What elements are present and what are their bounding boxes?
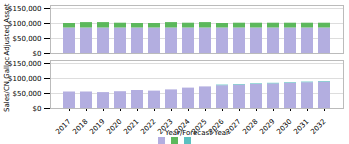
svg-text:2024: 2024 <box>173 117 192 136</box>
svg-text:2018: 2018 <box>71 118 89 136</box>
svg-text:Adjusted Asset: Adjusted Asset <box>3 3 11 55</box>
svg-text:2030: 2030 <box>275 118 293 136</box>
svg-text:2021: 2021 <box>122 118 140 136</box>
svg-text:2031: 2031 <box>292 118 310 136</box>
svg-text:$100,000: $100,000 <box>8 75 41 83</box>
svg-text:2032: 2032 <box>309 118 327 136</box>
svg-text:2029: 2029 <box>258 118 276 136</box>
svg-text:2026: 2026 <box>207 117 226 136</box>
svg-text:2027: 2027 <box>224 117 243 136</box>
svg-text:2020: 2020 <box>105 118 123 136</box>
svg-text:2019: 2019 <box>88 118 106 136</box>
svg-text:2017: 2017 <box>54 118 72 136</box>
svg-text:Year/Forecast Year: Year/Forecast Year <box>164 129 229 137</box>
svg-text:2025: 2025 <box>190 117 209 136</box>
svg-text:$0: $0 <box>33 50 42 56</box>
svg-text:Sales/CN Galloc: Sales/CN Galloc <box>3 57 11 112</box>
svg-text:2022: 2022 <box>139 118 157 136</box>
svg-text:$150,000: $150,000 <box>8 60 41 68</box>
svg-text:2023: 2023 <box>156 117 175 136</box>
svg-text:$0: $0 <box>33 105 42 113</box>
svg-text:$100,000: $100,000 <box>8 20 41 28</box>
svg-text:$50,000: $50,000 <box>13 35 42 43</box>
svg-text:$50,000: $50,000 <box>13 90 42 98</box>
svg-text:2028: 2028 <box>241 118 259 136</box>
svg-text:$150,000: $150,000 <box>8 5 41 13</box>
